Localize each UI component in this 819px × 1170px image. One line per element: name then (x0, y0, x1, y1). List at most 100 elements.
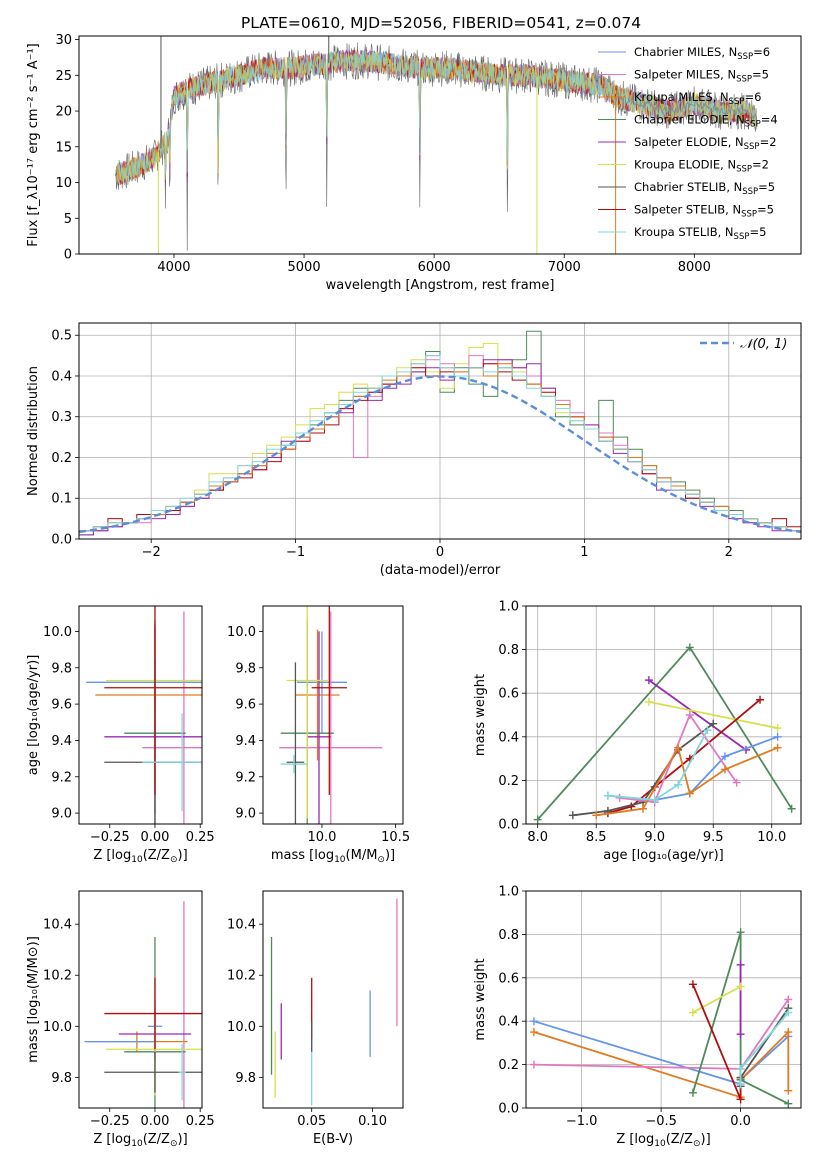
y-tick-label: 5 (64, 212, 72, 227)
errorbar-point (279, 611, 383, 824)
weight-series-line (607, 699, 761, 814)
legend-label: Chabrier MILES, NSSP=6 (634, 45, 770, 62)
weight-marker (784, 995, 793, 1004)
legend-label-main: Chabrier STELIB, N (634, 180, 742, 194)
legend-label-end: =2 (752, 158, 769, 172)
x-axis-label: mass [log10(M/M⊙)] (271, 848, 395, 865)
legend-label: Kroupa MILES, NSSP=6 (634, 90, 761, 107)
legend-label-main: Chabrier ELODIE, N (634, 113, 745, 127)
y-axis-label: Flux [f_λ10⁻¹⁷ erg cm⁻² s⁻¹ A⁻¹] (26, 43, 41, 247)
weight-marker (720, 752, 729, 761)
x-tick-label: 8.5 (586, 830, 607, 845)
x-tick-label: 0.25 (186, 1114, 215, 1129)
plot-area (79, 323, 801, 539)
x-tick-label: 8.0 (527, 830, 548, 845)
weight-marker (732, 778, 741, 787)
y-tick-label: 9.8 (235, 661, 256, 676)
x-tick-label: 5000 (288, 260, 321, 275)
weight-series-line (596, 745, 778, 817)
legend-label-end: =2 (760, 135, 777, 149)
spectrum-tail-line (615, 92, 758, 120)
legend-label-sub: SSP (737, 52, 753, 62)
x-tick-label: 0.05 (297, 1114, 326, 1129)
axes-frame (525, 605, 802, 825)
weight-marker (685, 643, 694, 652)
y-tick-label: 0.4 (498, 1015, 519, 1030)
x-label-sub: 10 (334, 855, 346, 865)
weight-marker (703, 726, 712, 735)
y-tick-label: 15 (55, 140, 72, 155)
x-tick-label: 1 (580, 545, 588, 560)
y-tick-label: 10.0 (43, 625, 72, 640)
weight-marker (529, 1017, 538, 1026)
x-label-main: Z [log (616, 1132, 654, 1147)
x-tick-label: 6000 (418, 260, 451, 275)
errorbar-point (104, 977, 202, 1050)
weight-marker (773, 743, 782, 752)
y-tick-label: 30 (55, 33, 72, 48)
x-tick-label: 0.25 (186, 830, 215, 845)
y-tick-label: 10 (55, 176, 72, 191)
panel-weight_vs_age: 8.0 8.5 9.0 9.5 10.0 0.0 0.2 0.4 0.6 0.8 1.0 age [l… (473, 600, 802, 863)
legend-label-sub: SSP (734, 232, 750, 242)
x-label-main: mass [log (271, 848, 334, 863)
weight-marker (736, 1064, 745, 1073)
panel-spectrum: 4000 5000 6000 7000 8000 0 5 10 15 20 25 30 waveleng… (26, 33, 802, 293)
axes-frame (262, 890, 404, 1109)
weight-marker (736, 1080, 745, 1089)
panel-mass_vs_z: −0.25 0.00 0.25 9.8 10.0 10.2 10.4 Z [log10(Z/Z… (26, 890, 215, 1149)
y-tick-label: 0.4 (51, 369, 72, 384)
legend-label-main: Chabrier MILES, N (634, 45, 737, 59)
y-tick-label: 10.0 (227, 1020, 256, 1035)
errorbar-point (307, 631, 331, 824)
legend-label-main: Kroupa ELODIE, N (634, 158, 736, 172)
weight-marker (592, 811, 601, 820)
weight-series-line (619, 713, 738, 804)
y-tick-label: 9.6 (51, 698, 72, 713)
weight-marker (784, 1086, 793, 1095)
x-label-sub: 10 (131, 855, 143, 865)
errorbar-point (142, 713, 202, 812)
errorbar-point (280, 754, 308, 774)
residuals-legend: 𝒩(0, 1) (700, 337, 787, 352)
errorbar-point (296, 631, 347, 734)
x-tick-label: −1 (286, 545, 305, 560)
x-tick-label: 4000 (157, 260, 190, 275)
axes-frame (78, 605, 203, 825)
weight-marker (773, 724, 782, 733)
legend-label-sub: SSP (736, 165, 752, 175)
y-tick-label: 9.8 (51, 1071, 72, 1086)
x-tick-label: 7000 (548, 260, 581, 275)
x-label-end: (M/M (346, 848, 378, 863)
y-tick-label: 0.0 (498, 1102, 519, 1117)
y-tick-label: 10.0 (43, 1020, 72, 1035)
x-axis-label: Z [log10(Z/Z⊙)] (93, 848, 187, 865)
legend-label: Kroupa ELODIE, NSSP=2 (634, 158, 769, 175)
y-axis-label: mass weight (473, 958, 488, 1040)
weight-marker (688, 980, 697, 989)
axes-frame (78, 35, 802, 255)
weight-marker (736, 1095, 745, 1104)
y-tick-label: 0.8 (498, 643, 519, 658)
y-tick-label: 0 (64, 248, 72, 263)
legend-label-main: Kroupa MILES, N (634, 90, 729, 104)
y-axis-label: mass [log₁₀(M/M⊙)] (26, 936, 41, 1063)
x-tick-label: −2 (142, 545, 161, 560)
weight-marker (709, 719, 718, 728)
y-tick-label: 1.0 (498, 600, 519, 615)
plot-area (115, 36, 758, 254)
x-label-end: (Z/Z (143, 1132, 170, 1147)
panel-residuals: −2 −1 0 1 2 0.0 0.1 0.2 0.3 0.4 0.5 (data-model)/er… (26, 322, 802, 578)
plot-area (86, 606, 202, 824)
y-axis-label: mass weight (473, 674, 488, 756)
y-tick-label: 0.0 (498, 818, 519, 833)
errorbar-point (286, 662, 305, 824)
weight-marker (736, 960, 745, 969)
y-tick-label: 9.2 (51, 770, 72, 785)
y-tick-label: 1.0 (498, 885, 519, 900)
legend-label: Salpeter STELIB, NSSP=5 (634, 203, 774, 220)
legend-label-main: Kroupa STELIB, N (634, 225, 734, 239)
legend-label: Chabrier STELIB, NSSP=5 (634, 180, 775, 197)
x-label-sun: ⊙ (377, 855, 385, 865)
x-label-tail: )] (178, 1132, 188, 1147)
